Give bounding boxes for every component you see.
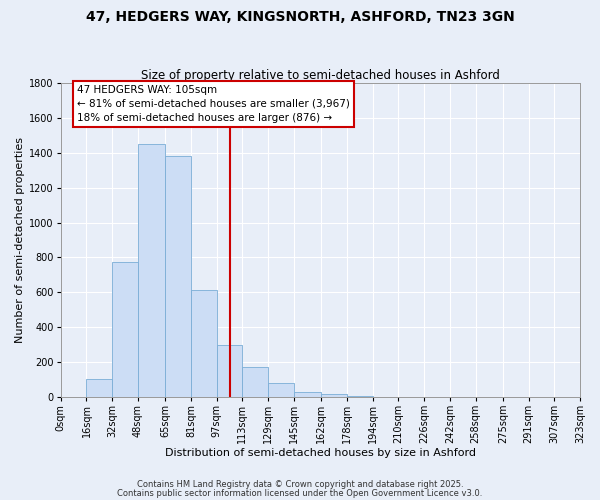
Bar xyxy=(112,262,138,397)
Y-axis label: Number of semi-detached properties: Number of semi-detached properties xyxy=(15,137,25,343)
Text: 47 HEDGERS WAY: 105sqm
← 81% of semi-detached houses are smaller (3,967)
18% of : 47 HEDGERS WAY: 105sqm ← 81% of semi-det… xyxy=(77,85,350,123)
Text: Contains public sector information licensed under the Open Government Licence v3: Contains public sector information licen… xyxy=(118,488,482,498)
Bar xyxy=(347,396,373,397)
Bar xyxy=(191,290,217,397)
X-axis label: Distribution of semi-detached houses by size in Ashford: Distribution of semi-detached houses by … xyxy=(165,448,476,458)
Bar xyxy=(294,392,321,397)
Bar xyxy=(217,344,242,397)
Bar xyxy=(321,394,347,397)
Bar xyxy=(268,382,294,397)
Title: Size of property relative to semi-detached houses in Ashford: Size of property relative to semi-detach… xyxy=(141,69,500,82)
Text: 47, HEDGERS WAY, KINGSNORTH, ASHFORD, TN23 3GN: 47, HEDGERS WAY, KINGSNORTH, ASHFORD, TN… xyxy=(86,10,514,24)
Bar xyxy=(242,368,268,397)
Bar xyxy=(138,144,165,397)
Text: Contains HM Land Registry data © Crown copyright and database right 2025.: Contains HM Land Registry data © Crown c… xyxy=(137,480,463,489)
Bar xyxy=(86,380,112,397)
Bar xyxy=(165,156,191,397)
